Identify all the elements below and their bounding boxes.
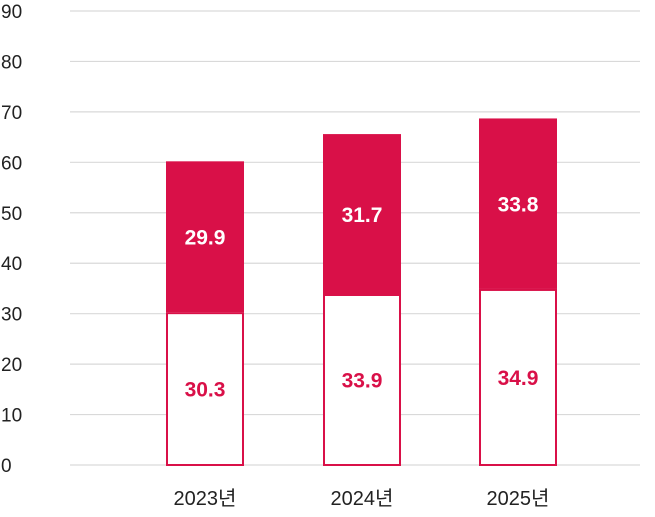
data-label: 34.9 (498, 367, 539, 390)
x-category-label: 2024년 (331, 487, 394, 510)
x-axis-labels: 2023년 2024년 2025년 (174, 487, 550, 510)
x-category-label: 2023년 (174, 487, 237, 510)
y-tick-label: 10 (1, 406, 22, 427)
bar-segment-bottom-1 (166, 312, 244, 466)
y-tick-label: 80 (1, 52, 22, 73)
data-label: 31.7 (342, 204, 383, 227)
y-tick-label: 90 (1, 2, 22, 23)
bar-segment-top-2 (323, 134, 401, 294)
y-tick-label: 50 (1, 204, 22, 225)
data-label: 33.9 (342, 369, 383, 392)
data-label: 30.3 (185, 379, 226, 402)
y-tick-label: 40 (1, 254, 22, 275)
bar-segment-bottom-2 (323, 293, 401, 467)
y-tick-label: 30 (1, 305, 22, 326)
data-label: 33.8 (498, 194, 539, 217)
y-tick-label: 0 (1, 456, 12, 477)
y-tick-label: 60 (1, 153, 22, 174)
bar-segment-top-3 (479, 118, 557, 289)
data-label: 29.9 (185, 227, 226, 250)
y-tick-label: 70 (1, 103, 22, 124)
bar-segment-bottom-3 (479, 288, 557, 466)
y-axis-ticks: 0 10 20 30 40 50 60 70 80 90 (1, 2, 22, 477)
x-category-label: 2025년 (487, 487, 550, 510)
bars: 30.3 29.9 33.9 31.7 34.9 33.8 (166, 118, 557, 467)
y-tick-label: 20 (1, 355, 22, 376)
bar-segment-top-1 (166, 161, 244, 313)
